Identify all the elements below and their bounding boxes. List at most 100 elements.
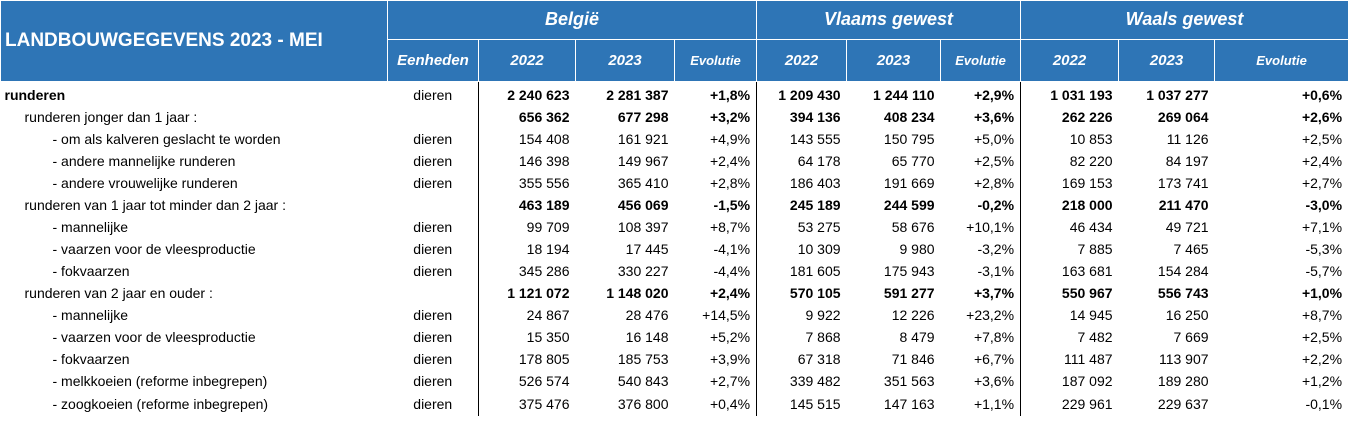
table-row: runderen jonger dan 1 jaar : 656 362 677 2… — [1, 106, 1348, 128]
cell-value: 591 277 — [883, 285, 935, 301]
cell-value: 211 470 — [1158, 197, 1209, 213]
cell-value: 9 980 — [899, 241, 935, 257]
row-unit: dieren — [387, 150, 479, 172]
cell-value: 67 318 — [797, 351, 841, 367]
cell-value: 244 599 — [883, 197, 935, 213]
row-label: - vaarzen voor de vleesproductie — [52, 241, 256, 257]
cell-value: 10 309 — [797, 241, 841, 257]
cell-value: 49 721 — [1165, 219, 1209, 235]
row-unit — [387, 194, 479, 216]
cell-value: -3,0% — [1214, 194, 1348, 216]
cell-value: -4,1% — [674, 238, 758, 260]
cell-value: 570 105 — [789, 285, 841, 301]
row-label: runderen van 2 jaar en ouder : — [24, 285, 213, 301]
cell-value: +3,9% — [674, 348, 758, 370]
cell-value: 408 234 — [883, 109, 935, 125]
row-unit: dieren — [387, 392, 479, 416]
cell-value: 526 574 — [518, 373, 570, 389]
cell-value: 9 922 — [805, 307, 841, 323]
row-unit: dieren — [387, 260, 479, 282]
cell-value: -0,1% — [1214, 392, 1348, 416]
row-label: - om als kalveren geslacht te worden — [52, 131, 281, 147]
cell-value: 185 753 — [617, 351, 669, 367]
cell-value: +1,8% — [674, 81, 758, 106]
cell-value: 375 476 — [518, 396, 570, 412]
col-header-vlaams-2022: 2022 — [756, 38, 848, 83]
cell-value: 113 907 — [1158, 351, 1209, 367]
cell-value: +2,5% — [1214, 326, 1348, 348]
row-unit: dieren — [387, 81, 479, 106]
cell-value: +1,0% — [1214, 282, 1348, 304]
row-label: - mannelijke — [52, 219, 128, 235]
cell-value: +2,4% — [674, 282, 758, 304]
col-header-belgie-evolutie: Evolutie — [673, 38, 758, 83]
cell-value: 58 676 — [891, 219, 935, 235]
cell-value: +2,4% — [674, 150, 758, 172]
cell-value: 556 743 — [1157, 285, 1209, 301]
cell-value: +8,7% — [674, 216, 758, 238]
cell-value: -4,4% — [674, 260, 758, 282]
col-header-waals-2023: 2023 — [1118, 38, 1216, 83]
cell-value: 7 885 — [1077, 241, 1113, 257]
row-label: - andere vrouwelijke runderen — [52, 175, 238, 191]
cell-value: 187 092 — [1061, 373, 1113, 389]
page-title: LANDBOUWGEGEVENS 2023 - MEI — [0, 0, 388, 82]
cell-value: 46 434 — [1069, 219, 1113, 235]
cell-value: 1 209 430 — [778, 87, 841, 103]
row-label: runderen — [4, 87, 66, 103]
cell-value: +2,4% — [1214, 150, 1348, 172]
cell-value: +5,0% — [940, 128, 1022, 150]
cell-value: +3,6% — [940, 106, 1022, 128]
cell-value: 10 853 — [1069, 131, 1113, 147]
cell-value: +0,4% — [674, 392, 758, 416]
cell-value: 7 868 — [805, 329, 841, 345]
cell-value: -1,5% — [674, 194, 758, 216]
row-label: - vaarzen voor de vleesproductie — [52, 329, 256, 345]
cell-value: 178 805 — [518, 351, 570, 367]
cell-value: +2,5% — [1214, 128, 1348, 150]
cell-value: 1 037 277 — [1146, 87, 1209, 103]
table-row: - melkkoeien (reforme inbegrepen) dieren 5… — [1, 370, 1348, 392]
cell-value: +2,8% — [674, 172, 758, 194]
cell-value: 7 669 — [1173, 329, 1209, 345]
row-unit: dieren — [387, 128, 479, 150]
cell-value: 24 867 — [526, 307, 570, 323]
col-header-vlaams-2023: 2023 — [846, 38, 942, 83]
cell-value: +3,7% — [940, 282, 1022, 304]
table-row: - zoogkoeien (reforme inbegrepen) dieren 3… — [1, 392, 1348, 416]
cell-value: 163 681 — [1061, 263, 1113, 279]
row-unit: dieren — [387, 370, 479, 392]
cell-value: 161 921 — [617, 131, 669, 147]
table-row: - andere vrouwelijke runderen dieren 355 5… — [1, 172, 1348, 194]
cell-value: 84 197 — [1165, 153, 1209, 169]
cell-value: 463 189 — [518, 197, 570, 213]
cell-value: 262 226 — [1061, 109, 1113, 125]
cell-value: 7 482 — [1077, 329, 1113, 345]
cell-value: +2,5% — [940, 150, 1022, 172]
cell-value: 345 286 — [518, 263, 570, 279]
table-row: - fokvaarzen dieren 345 286 330 227 -4,4% 181… — [1, 260, 1348, 282]
cell-value: 53 275 — [797, 219, 841, 235]
cell-value: +2,7% — [674, 370, 758, 392]
cell-value: 351 563 — [883, 373, 935, 389]
col-header-waals-2022: 2022 — [1020, 38, 1120, 83]
cell-value: -5,7% — [1214, 260, 1348, 282]
cell-value: +1,1% — [940, 392, 1022, 416]
region-header-vlaams: Vlaams gewest — [756, 0, 1022, 40]
cell-value: 111 487 — [1064, 351, 1113, 367]
cell-value: +3,6% — [940, 370, 1022, 392]
col-header-waals-evolutie: Evolutie — [1214, 38, 1348, 83]
row-unit: dieren — [387, 304, 479, 326]
cell-value: 2 240 623 — [507, 87, 570, 103]
row-unit: dieren — [387, 238, 479, 260]
table-row: - om als kalveren geslacht te worden dier… — [1, 128, 1348, 150]
row-label: - zoogkoeien (reforme inbegrepen) — [52, 396, 269, 412]
cell-value: 154 408 — [518, 131, 570, 147]
cell-value: +8,7% — [1214, 304, 1348, 326]
cell-value: 108 397 — [617, 219, 669, 235]
table-row: - vaarzen voor de vleesproductie dieren 15… — [1, 326, 1348, 348]
cell-value: 1 244 110 — [873, 87, 935, 103]
cell-value: 1 148 020 — [606, 285, 669, 301]
cell-value: 149 967 — [617, 153, 669, 169]
